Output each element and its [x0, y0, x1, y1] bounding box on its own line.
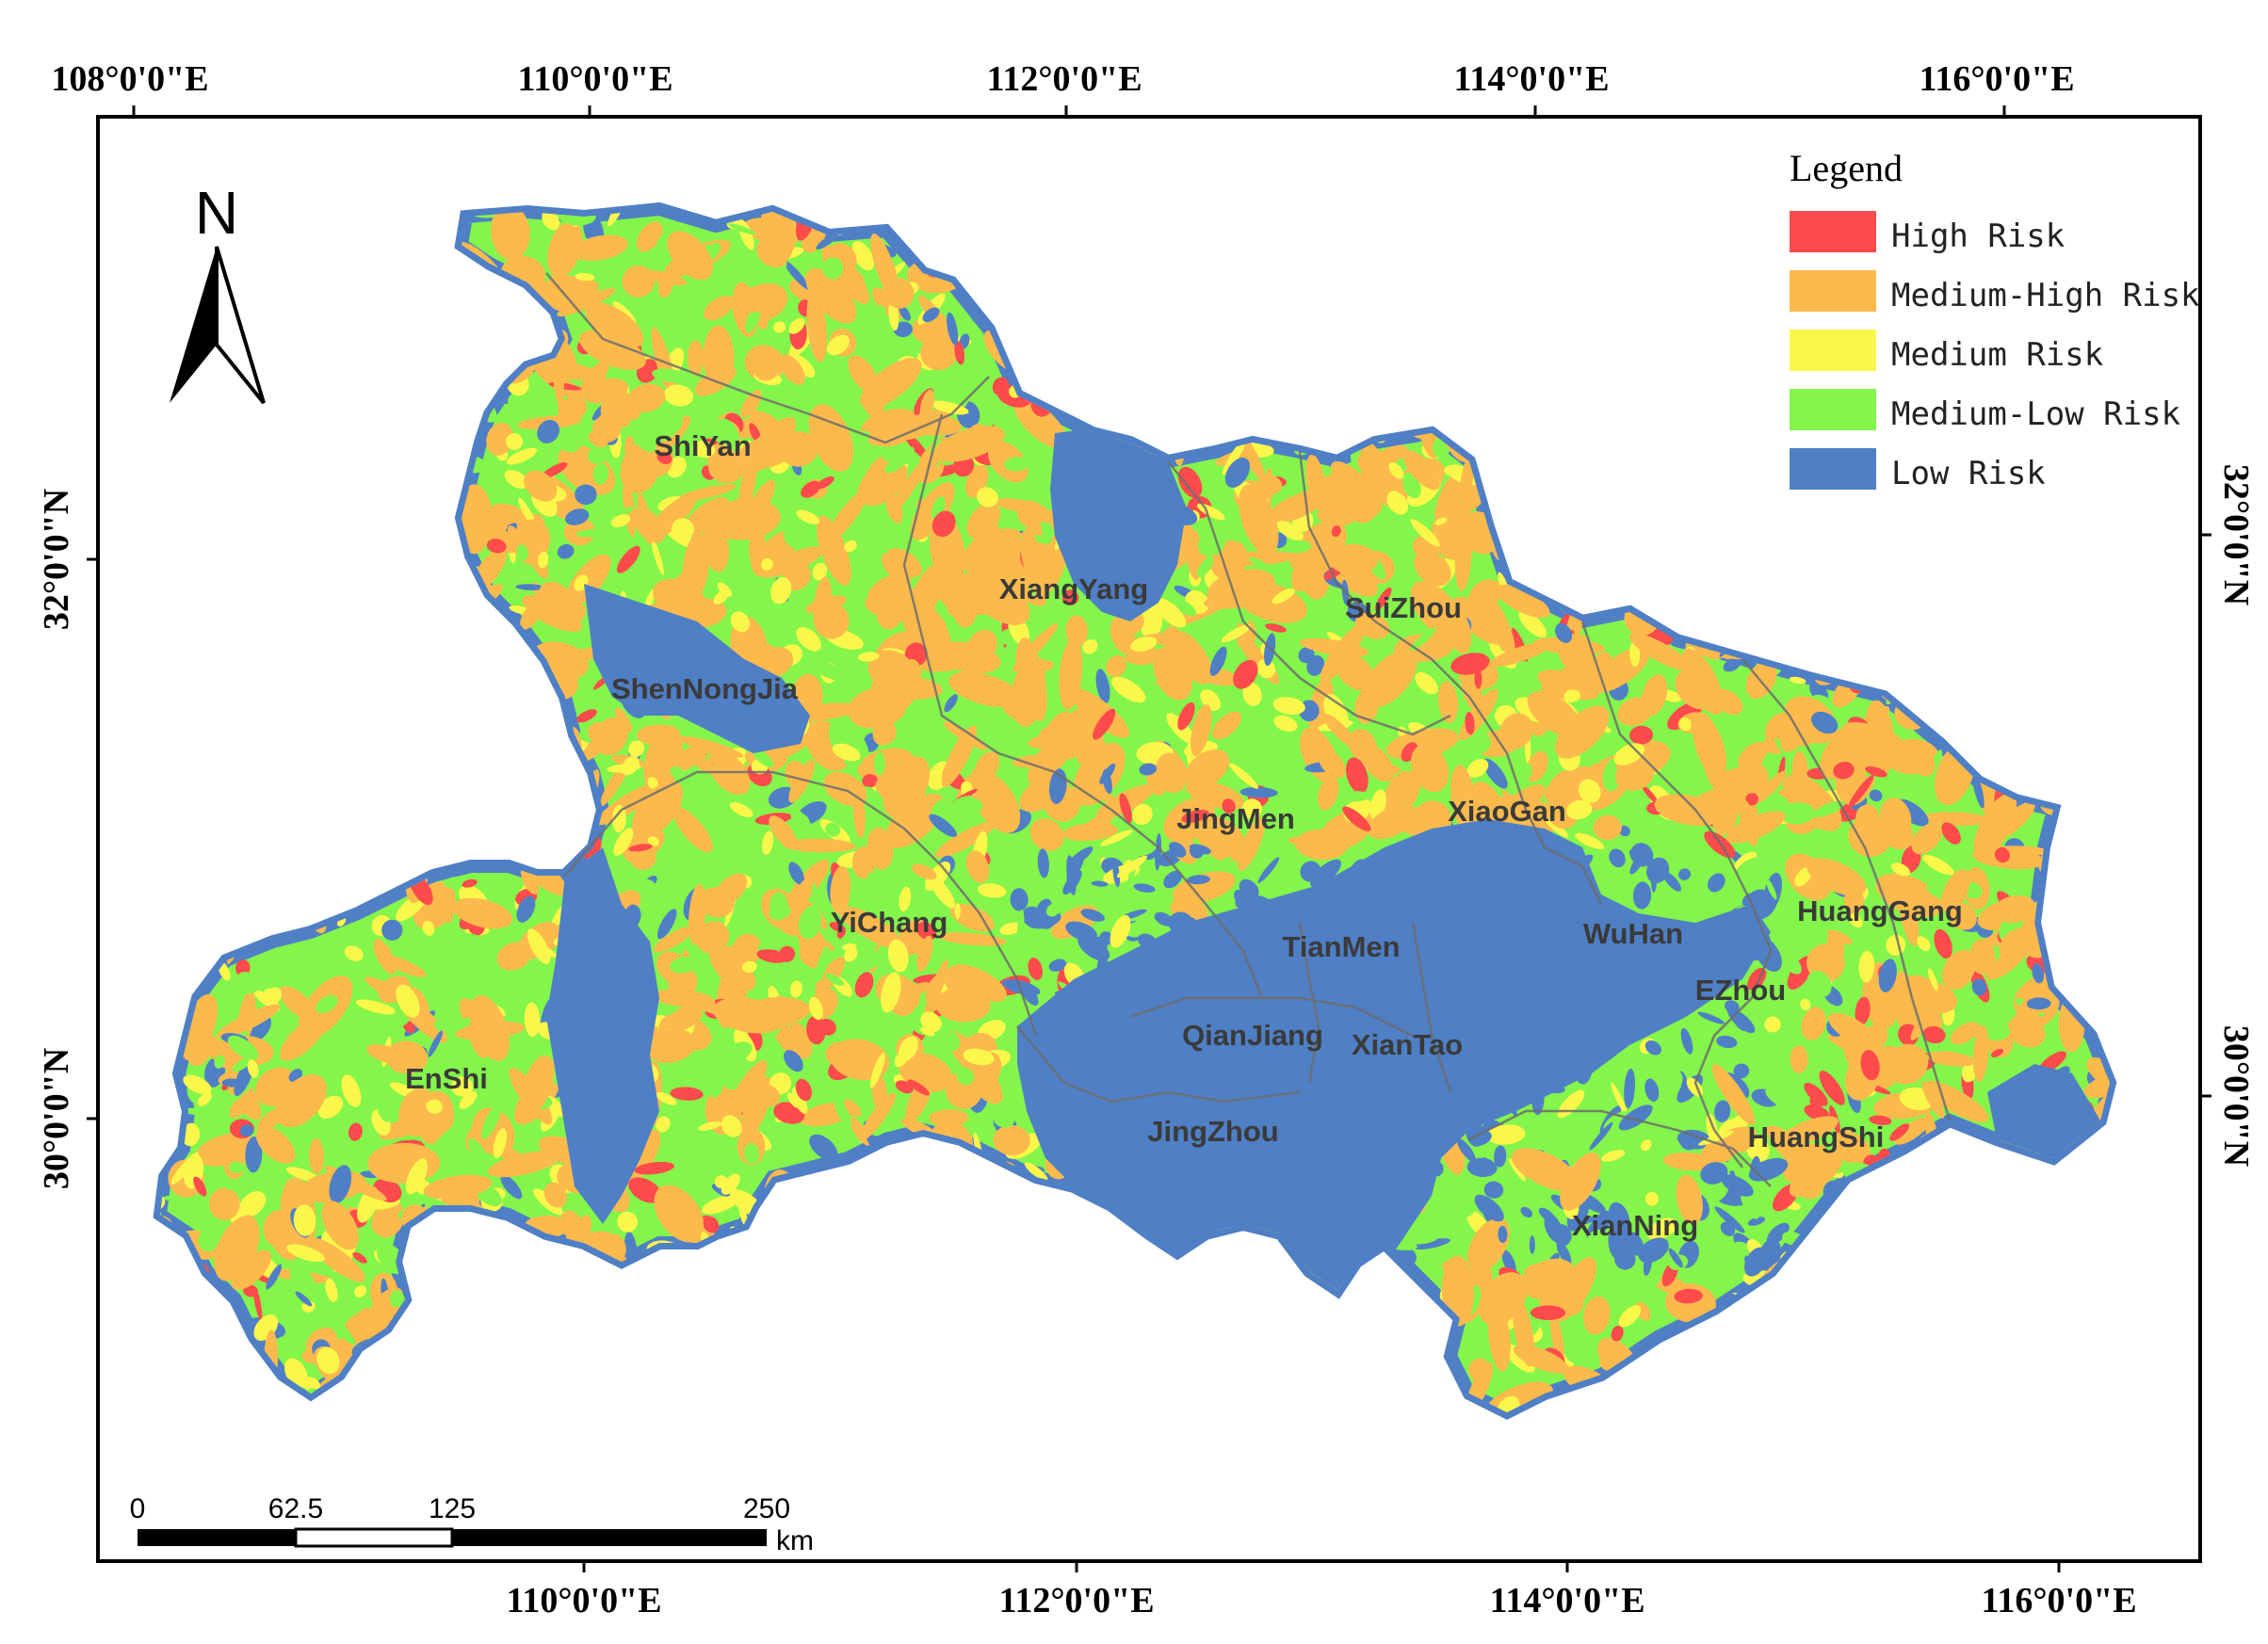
- legend-title: Legend: [1790, 147, 1903, 189]
- scale-tick-label: 250: [743, 1493, 790, 1524]
- lat-label-right: 32°0'0"N: [2216, 464, 2256, 605]
- city-label-enshi: EnShi: [405, 1062, 488, 1095]
- top-longitude-labels: 108°0'0"E 110°0'0"E 112°0'0"E 114°0'0"E …: [51, 59, 2074, 99]
- lon-label-top: 114°0'0"E: [1453, 59, 1609, 99]
- city-label-wuhan: WuHan: [1583, 917, 1683, 950]
- scale-tick-label: 0: [130, 1493, 146, 1524]
- city-label-suizhou: SuiZhou: [1345, 591, 1462, 624]
- city-label-xiaogan: XiaoGan: [1448, 795, 1566, 828]
- lat-label-right: 30°0'0"N: [2216, 1025, 2256, 1167]
- lat-label-left: 30°0'0"N: [37, 1048, 76, 1189]
- city-label-xiangyang: XiangYang: [999, 572, 1148, 605]
- lon-label-bottom: 110°0'0"E: [506, 1581, 661, 1620]
- low-risk-zone-jianghan-plain: [1017, 819, 1771, 1290]
- legend-label: Medium-High Risk: [1891, 277, 2200, 314]
- legend-label: Low Risk: [1891, 455, 2046, 492]
- scale-tick-label: 125: [429, 1493, 476, 1524]
- bottom-longitude-labels: 110°0'0"E 112°0'0"E 114°0'0"E 116°0'0"E: [506, 1581, 2136, 1620]
- legend: Legend High Risk Medium-High Risk Medium…: [1790, 147, 2200, 492]
- lon-label-bottom: 116°0'0"E: [1981, 1581, 2136, 1620]
- prefecture-boundaries: [545, 272, 1952, 1187]
- graticule-ticks: [87, 105, 2211, 1572]
- city-label-jingmen: JingMen: [1176, 802, 1295, 835]
- lat-label-left: 32°0'0"N: [37, 489, 76, 630]
- lon-label-top: 112°0'0"E: [986, 59, 1142, 99]
- city-label-tianmen: TianMen: [1282, 930, 1400, 963]
- scale-bar: 0 62.5 125 250 km: [130, 1493, 814, 1556]
- low-risk-zone-east: [1987, 1064, 2100, 1158]
- lon-label-bottom: 114°0'0"E: [1489, 1581, 1644, 1620]
- city-label-xianning: XianNing: [1572, 1209, 1698, 1242]
- low-risk-zone-xiangyang: [1050, 428, 1187, 621]
- legend-swatch-medium-high: [1790, 270, 1876, 312]
- city-label-shiyan: ShiYan: [654, 429, 751, 462]
- lon-label-top: 110°0'0"E: [517, 59, 672, 99]
- legend-swatch-medium: [1790, 330, 1876, 371]
- city-label-qianjiang: QianJiang: [1182, 1019, 1323, 1052]
- low-risk-zone-west: [546, 847, 659, 1224]
- legend-label: Medium-Low Risk: [1891, 395, 2180, 433]
- north-label: N: [195, 179, 238, 247]
- legend-label: High Risk: [1891, 218, 2065, 255]
- city-label-ezhou: EZhou: [1695, 974, 1786, 1007]
- city-label-xiantao: XianTao: [1352, 1028, 1463, 1061]
- lon-label-top: 116°0'0"E: [1919, 59, 2074, 99]
- city-label-yichang: YiChang: [831, 906, 948, 939]
- scale-tick-label: 62.5: [268, 1493, 323, 1524]
- low-risk-zone-shennongjia: [584, 584, 810, 753]
- lon-label-top: 108°0'0"E: [51, 59, 208, 99]
- left-latitude-labels: 32°0'0"N 30°0'0"N: [37, 489, 76, 1189]
- legend-label: Medium Risk: [1891, 336, 2103, 374]
- lon-label-bottom: 112°0'0"E: [998, 1581, 1154, 1620]
- legend-swatch-high: [1790, 211, 1876, 252]
- right-latitude-labels: 32°0'0"N 30°0'0"N: [2216, 464, 2256, 1167]
- city-label-jingzhou: JingZhou: [1147, 1115, 1278, 1148]
- legend-swatch-low: [1790, 448, 1876, 490]
- city-label-shennongjia: ShenNongJia: [611, 672, 799, 705]
- legend-swatch-medium-low: [1790, 389, 1876, 430]
- city-label-huanggang: HuangGang: [1797, 895, 1963, 927]
- city-label-huangshi: HuangShi: [1748, 1120, 1885, 1153]
- scale-unit: km: [776, 1525, 814, 1556]
- north-arrow-icon: N: [170, 179, 266, 405]
- city-labels: ShiYan XiangYang SuiZhou ShenNongJia Jin…: [405, 429, 1963, 1242]
